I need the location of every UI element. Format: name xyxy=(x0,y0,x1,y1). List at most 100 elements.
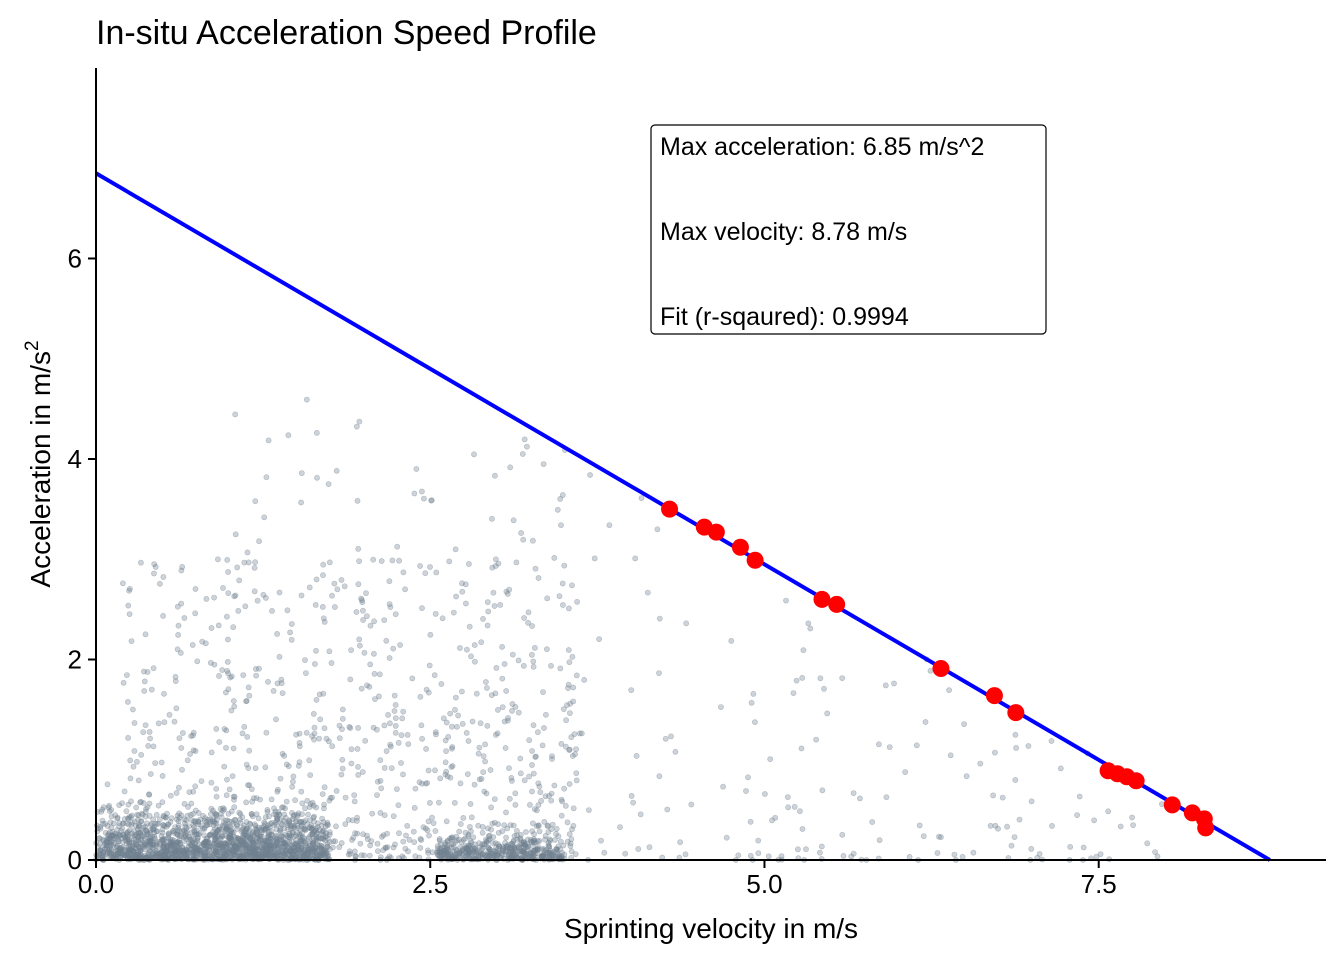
raw-point xyxy=(1130,822,1136,828)
raw-point xyxy=(479,851,486,858)
raw-point xyxy=(176,735,183,742)
raw-point xyxy=(427,564,433,570)
raw-point xyxy=(219,807,226,814)
raw-point xyxy=(216,673,222,679)
raw-point xyxy=(213,726,220,732)
raw-point xyxy=(253,795,260,801)
raw-point xyxy=(278,834,285,841)
raw-point xyxy=(262,595,269,601)
raw-point xyxy=(456,828,463,835)
raw-point xyxy=(482,852,488,859)
raw-point xyxy=(211,850,217,857)
raw-point xyxy=(284,607,291,614)
raw-point xyxy=(541,818,548,825)
raw-point xyxy=(283,798,290,805)
raw-point xyxy=(402,845,409,852)
max-point xyxy=(1127,772,1145,790)
raw-point xyxy=(195,845,201,852)
raw-point xyxy=(243,819,250,825)
raw-point xyxy=(140,827,146,834)
raw-point xyxy=(282,805,288,812)
raw-point xyxy=(135,843,142,850)
raw-point xyxy=(142,722,149,729)
raw-point xyxy=(564,702,570,709)
raw-point xyxy=(468,839,475,846)
raw-point xyxy=(524,846,531,853)
raw-point xyxy=(886,744,893,750)
raw-point xyxy=(326,829,333,836)
x-axis-title: Sprinting velocity in m/s xyxy=(564,913,858,944)
raw-point xyxy=(231,804,238,811)
raw-point xyxy=(168,843,175,849)
raw-point xyxy=(304,848,311,855)
raw-point xyxy=(523,851,529,857)
raw-point xyxy=(260,845,267,851)
raw-point xyxy=(570,805,577,812)
raw-point xyxy=(214,827,221,834)
raw-point xyxy=(207,659,214,666)
raw-point xyxy=(493,851,500,858)
raw-point xyxy=(546,843,552,850)
raw-point xyxy=(529,839,535,846)
raw-point xyxy=(290,823,296,829)
raw-point xyxy=(279,853,286,859)
raw-point xyxy=(256,538,262,545)
raw-point xyxy=(302,670,309,676)
raw-point xyxy=(355,764,361,770)
raw-point xyxy=(341,583,348,590)
raw-point xyxy=(309,799,316,806)
raw-point xyxy=(459,847,465,854)
raw-point xyxy=(400,771,406,778)
raw-point xyxy=(1105,808,1112,815)
raw-point xyxy=(283,851,290,858)
raw-point xyxy=(144,854,151,860)
raw-point xyxy=(187,846,194,853)
raw-point xyxy=(294,846,301,853)
raw-point xyxy=(480,844,486,851)
raw-point xyxy=(355,725,361,731)
raw-point xyxy=(443,768,450,775)
raw-point xyxy=(164,851,170,858)
raw-point xyxy=(204,835,211,842)
raw-point xyxy=(366,683,373,690)
raw-point xyxy=(183,846,190,853)
raw-point xyxy=(302,827,309,833)
raw-point xyxy=(138,798,144,805)
raw-point xyxy=(227,836,234,842)
raw-point xyxy=(520,844,527,850)
raw-point xyxy=(322,847,329,853)
raw-point xyxy=(295,762,302,769)
raw-point xyxy=(465,849,472,856)
raw-point xyxy=(305,835,312,842)
raw-point xyxy=(312,602,319,608)
raw-point xyxy=(566,605,572,612)
raw-point xyxy=(165,834,172,841)
raw-point xyxy=(194,658,201,665)
raw-point xyxy=(662,735,669,742)
raw-point xyxy=(195,821,202,828)
raw-point xyxy=(502,745,509,751)
raw-point xyxy=(126,611,133,617)
raw-point xyxy=(277,829,284,836)
raw-point xyxy=(532,565,539,572)
raw-point xyxy=(239,826,246,833)
raw-point xyxy=(508,775,515,781)
raw-point xyxy=(1144,840,1151,847)
raw-point xyxy=(245,684,252,691)
raw-point xyxy=(164,845,171,851)
raw-point xyxy=(282,843,289,850)
raw-point xyxy=(135,834,141,840)
raw-point xyxy=(251,833,257,839)
raw-point xyxy=(253,825,260,832)
raw-point xyxy=(529,828,535,834)
raw-point xyxy=(1012,777,1019,783)
raw-point xyxy=(262,837,269,844)
raw-point xyxy=(219,833,226,840)
raw-point xyxy=(346,724,353,730)
raw-point xyxy=(285,763,292,770)
raw-point xyxy=(150,826,156,833)
raw-point xyxy=(548,849,555,856)
raw-point xyxy=(536,828,543,835)
raw-point xyxy=(521,848,528,855)
raw-point xyxy=(245,849,252,856)
